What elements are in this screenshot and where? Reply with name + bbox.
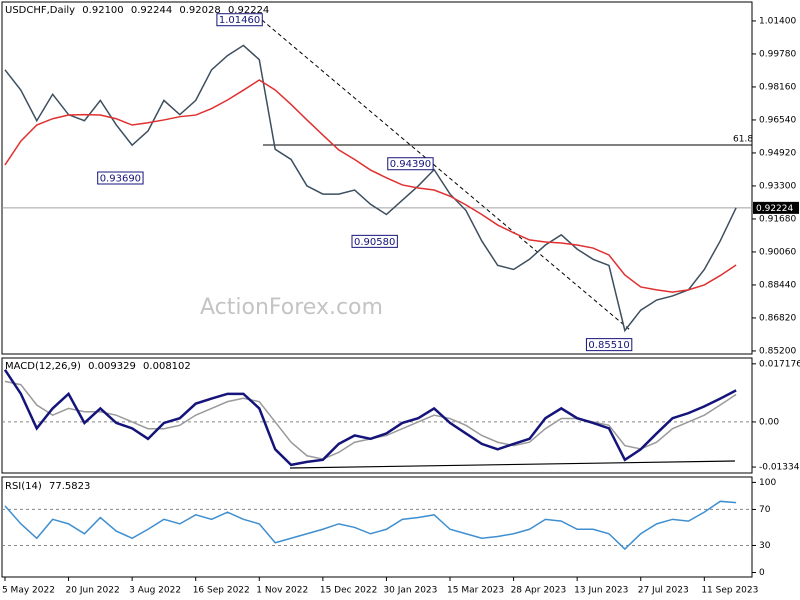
rsi-value: 77.5823 — [49, 481, 90, 492]
last-price-label: 0.92224 — [756, 204, 793, 214]
y-tick-label: 0.98160 — [759, 82, 796, 92]
rsi-title: RSI(14) — [5, 481, 42, 492]
y-tick-label: 0.96540 — [759, 115, 796, 125]
y-tick-label: 0.86820 — [759, 313, 796, 323]
annotation: 0.94390 — [387, 157, 434, 171]
annotation-box — [585, 338, 633, 352]
y-tick-label: 70 — [759, 505, 771, 515]
x-tick-label: 1 Nov 2022 — [256, 586, 308, 596]
x-tick-label: 5 May 2022 — [2, 586, 55, 596]
series-line — [3, 369, 737, 467]
rsi-header: RSI(14) 77.5823 — [5, 481, 90, 492]
watermark: ActionForex.com — [200, 295, 383, 320]
macd-trend-line — [289, 460, 736, 469]
last-price-box — [753, 201, 799, 214]
annotation-box — [216, 13, 263, 27]
signal-value: 0.008102 — [143, 361, 191, 372]
y-tick-label: 0.93300 — [759, 181, 796, 191]
x-tick-label: 20 Jun 2022 — [66, 586, 120, 596]
rsi-panel — [1, 476, 753, 578]
y-tick-label: 100 — [759, 478, 776, 488]
macd-title: MACD(12,26,9) — [5, 361, 81, 372]
annotation: 1.01460 — [216, 13, 263, 27]
y-tick-label: 0 — [759, 568, 765, 578]
close: 0.92224 — [228, 5, 269, 16]
y-tick-label: 0.88440 — [759, 280, 796, 290]
price-panel — [1, 1, 753, 355]
annotation: 0.90580 — [351, 234, 398, 248]
annotation-box — [351, 234, 398, 248]
annotation-label: 0.94390 — [390, 159, 431, 170]
price-header: USDCHF,Daily 0.92100 0.92244 0.92028 0.9… — [5, 5, 269, 16]
y-tick-label: 30 — [759, 541, 771, 551]
annotation-label: 0.90580 — [354, 237, 395, 248]
annotation: 0.85510 — [585, 338, 633, 352]
x-tick-label: 27 Jul 2023 — [638, 586, 689, 596]
x-tick-label: 15 Dec 2022 — [320, 586, 378, 596]
x-tick-label: 28 Apr 2023 — [511, 586, 567, 596]
open: 0.92100 — [82, 5, 123, 16]
x-tick-label: 15 Mar 2023 — [447, 586, 504, 596]
annotation: 0.93690 — [97, 171, 144, 185]
x-tick-label: 30 Jan 2023 — [383, 586, 437, 596]
low: 0.92028 — [179, 5, 220, 16]
y-tick-label: 0.99780 — [759, 49, 796, 59]
y-tick-label: -0.01334 — [759, 463, 800, 473]
y-tick-label: 0.94920 — [759, 148, 796, 158]
series-line — [4, 79, 737, 293]
trend-line — [261, 19, 631, 331]
x-tick-label: 13 Jun 2023 — [574, 586, 628, 596]
y-tick-label: 0.90060 — [759, 247, 796, 257]
fib-label: 61.8 — [733, 135, 753, 145]
y-tick-label: 0.00 — [759, 417, 779, 427]
macd-header: MACD(12,26,9) 0.009329 0.008102 — [5, 361, 191, 372]
macd-panel — [1, 357, 753, 474]
x-tick-label: 11 Sep 2023 — [701, 586, 758, 596]
symbol: USDCHF,Daily — [5, 5, 75, 16]
x-tick-label: 16 Sep 2022 — [193, 586, 250, 596]
annotation-label: 0.93690 — [100, 174, 141, 185]
plot-area — [2, 44, 752, 551]
series-line — [4, 500, 737, 551]
y-tick-label: 0.017176 — [759, 359, 800, 369]
x-tick-label: 3 Aug 2022 — [129, 586, 181, 596]
annotation-label: 1.01460 — [219, 15, 260, 26]
annotation-box — [387, 157, 434, 171]
macd-value: 0.009329 — [88, 361, 136, 372]
y-tick-label: 1.01400 — [759, 16, 796, 26]
series-line — [4, 44, 737, 333]
annotation-box — [97, 171, 144, 185]
y-tick-label: 0.91680 — [759, 214, 796, 224]
annotation-label: 0.85510 — [588, 340, 629, 351]
y-tick-label: 0.85200 — [759, 346, 796, 356]
high: 0.92244 — [131, 5, 172, 16]
